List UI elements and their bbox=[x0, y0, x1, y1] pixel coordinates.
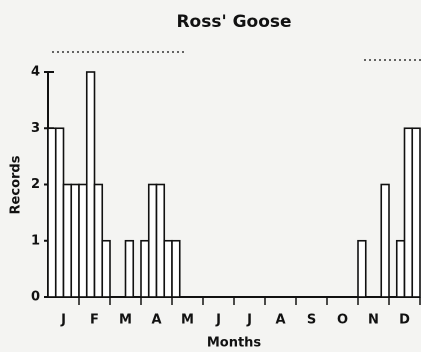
bar bbox=[101, 239, 111, 298]
bar bbox=[78, 183, 88, 298]
chart-title: Ross' Goose bbox=[176, 12, 291, 32]
bar bbox=[124, 239, 135, 298]
y-tick-label: 4 bbox=[31, 65, 40, 80]
y-tick-label: 3 bbox=[31, 121, 40, 136]
x-tick-label: M bbox=[181, 313, 194, 328]
bar bbox=[171, 239, 181, 298]
bar bbox=[147, 183, 158, 298]
bar bbox=[403, 127, 414, 298]
bar bbox=[62, 183, 73, 298]
y-tick-label: 1 bbox=[31, 233, 40, 248]
x-tick-label: D bbox=[399, 313, 410, 328]
bar bbox=[395, 239, 406, 298]
bar bbox=[140, 239, 150, 298]
x-tick-label: O bbox=[337, 313, 348, 328]
x-tick-label: M bbox=[119, 313, 132, 328]
bar bbox=[163, 239, 173, 298]
x-axis-label: Months bbox=[207, 336, 262, 351]
bar bbox=[411, 127, 421, 298]
x-tick-label: N bbox=[368, 313, 379, 328]
y-axis-label: Records bbox=[9, 155, 24, 214]
x-tick-label: A bbox=[275, 313, 285, 328]
bar bbox=[47, 127, 57, 298]
bar bbox=[357, 239, 367, 298]
x-tick-label: F bbox=[90, 313, 99, 328]
bar bbox=[85, 71, 96, 298]
x-tick-label: J bbox=[246, 313, 252, 328]
x-tick-label: A bbox=[151, 313, 161, 328]
x-tick-label: J bbox=[60, 313, 66, 328]
bar bbox=[93, 183, 104, 298]
bar bbox=[380, 183, 390, 298]
y-tick-label: 0 bbox=[31, 290, 40, 305]
y-tick-label: 2 bbox=[31, 177, 40, 192]
bar bbox=[70, 183, 80, 298]
bar bbox=[155, 183, 166, 298]
x-tick-label: S bbox=[307, 313, 316, 328]
x-tick-label: J bbox=[215, 313, 221, 328]
bar bbox=[54, 127, 65, 298]
